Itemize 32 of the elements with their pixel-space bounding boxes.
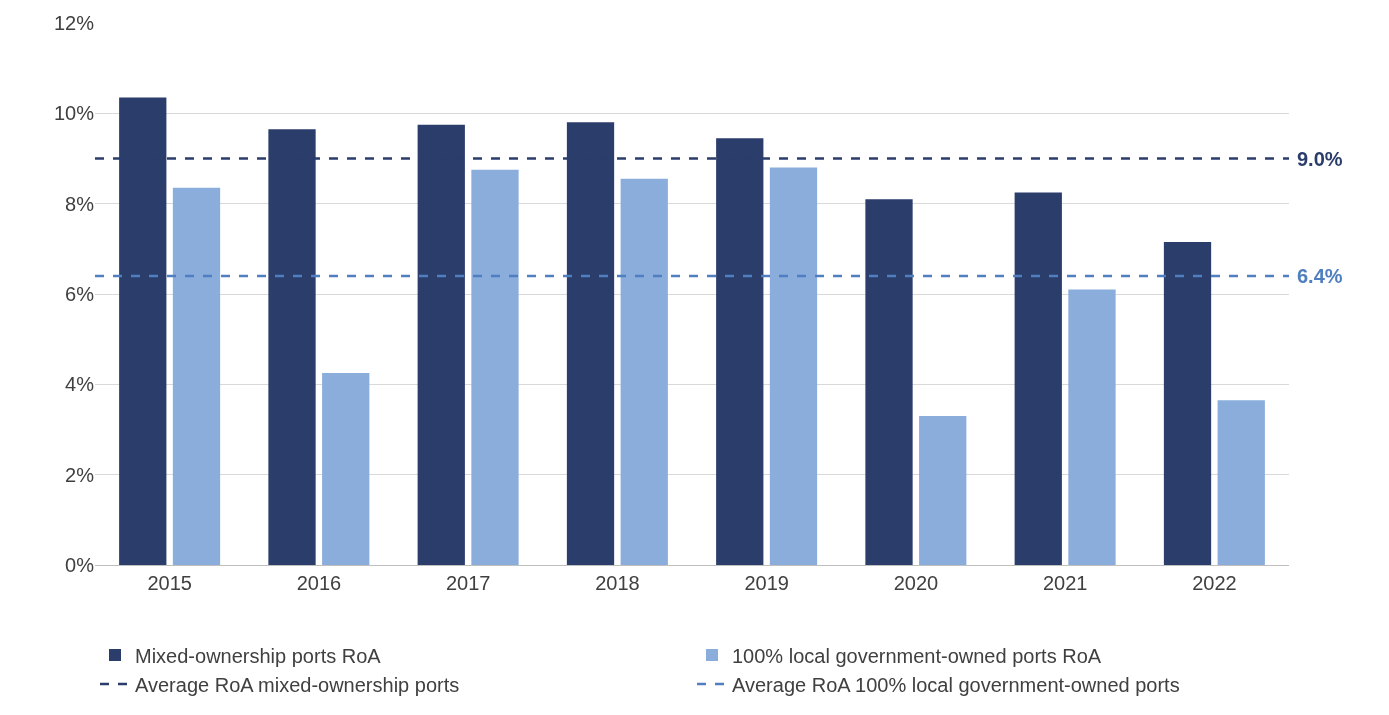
- legend-label: Average RoA mixed-ownership ports: [135, 673, 460, 696]
- bar: [919, 415, 967, 565]
- text: 9.0%: [1297, 148, 1343, 170]
- y-tick-label: 8%: [65, 192, 95, 215]
- y-tick-label: 6%: [65, 283, 95, 305]
- x-tick-label: 2016: [296, 572, 342, 594]
- y-tick-label: 0%: [65, 554, 95, 576]
- y-tick-label: 12%: [53, 12, 95, 34]
- x-tick-label: 2021: [1042, 572, 1088, 594]
- x-tick-label: 2017: [445, 572, 491, 594]
- legend-label: Average RoA 100% local government-owned ports: [732, 673, 1180, 696]
- bar: [322, 373, 370, 565]
- x-tick-label: 2018: [595, 572, 640, 594]
- bar: [865, 199, 913, 565]
- bar: [1163, 242, 1212, 565]
- legend-label: Mixed-ownership ports RoA: [135, 644, 382, 667]
- bar: [1217, 400, 1265, 565]
- x-tick-label: 2019: [744, 572, 789, 594]
- x-tick-label: 2022: [1192, 572, 1237, 594]
- y-tick-label: 10%: [53, 102, 95, 125]
- bar: [172, 187, 221, 565]
- bar: [1014, 192, 1062, 565]
- y-tick-label: 2%: [65, 463, 95, 486]
- text: 6.4%: [1297, 265, 1343, 287]
- bar: [471, 169, 519, 565]
- bar: [1068, 289, 1116, 565]
- legend-label: 100% local government-owned ports RoA: [732, 644, 1102, 667]
- x-tick-label: 2020: [893, 572, 939, 594]
- y-tick-label: 4%: [65, 373, 95, 396]
- bar: [620, 178, 668, 565]
- x-tick-label: 2015: [147, 572, 192, 594]
- bar: [769, 167, 818, 565]
